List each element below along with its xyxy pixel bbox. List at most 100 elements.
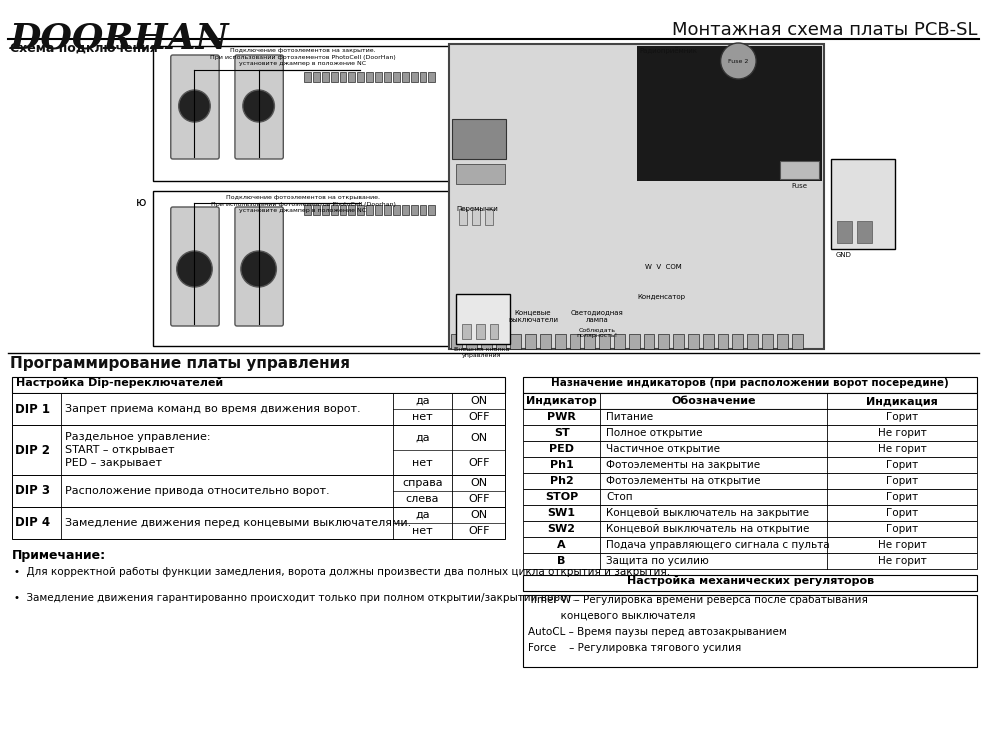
Bar xyxy=(456,294,510,344)
Bar xyxy=(481,334,492,349)
Bar xyxy=(637,46,822,181)
Text: ю: ю xyxy=(136,196,147,209)
FancyBboxPatch shape xyxy=(171,55,219,159)
Text: Фотоэлементы на открытие: Фотоэлементы на открытие xyxy=(606,476,761,486)
Bar xyxy=(451,334,462,349)
Text: Фотоэлементы на закрытие: Фотоэлементы на закрытие xyxy=(606,460,760,470)
Bar xyxy=(490,324,498,339)
Bar xyxy=(644,334,654,349)
FancyBboxPatch shape xyxy=(235,207,283,326)
Bar xyxy=(153,191,449,346)
Text: Timer W – Регулировка времени реверса после срабатывания: Timer W – Регулировка времени реверса по… xyxy=(528,595,868,605)
Text: SW2: SW2 xyxy=(548,524,576,534)
Text: да: да xyxy=(415,432,430,443)
Bar xyxy=(348,205,355,215)
Text: Горит: Горит xyxy=(886,476,918,486)
Text: Частичное открытие: Частичное открытие xyxy=(606,444,720,454)
Text: Fuse: Fuse xyxy=(792,183,808,189)
Bar xyxy=(837,221,852,243)
Bar xyxy=(322,205,329,215)
Bar xyxy=(523,489,977,505)
Bar xyxy=(523,393,977,409)
Bar xyxy=(523,521,977,537)
Text: Схема подключения: Схема подключения xyxy=(10,42,158,55)
Bar xyxy=(523,441,977,457)
Circle shape xyxy=(241,251,276,287)
Text: Горит: Горит xyxy=(886,508,918,518)
Bar xyxy=(366,72,373,82)
Bar xyxy=(428,72,435,82)
Text: Концевой выключатель на закрытие: Концевой выключатель на закрытие xyxy=(606,508,809,518)
Bar xyxy=(688,334,699,349)
Text: Не горит: Не горит xyxy=(878,556,927,566)
Text: нет: нет xyxy=(412,412,433,422)
Bar xyxy=(456,164,505,184)
Bar xyxy=(411,72,418,82)
Bar xyxy=(357,205,364,215)
Text: Концевые
выключатели: Концевые выключатели xyxy=(508,309,558,322)
Bar xyxy=(472,209,480,225)
Bar xyxy=(428,205,435,215)
Bar xyxy=(780,161,819,179)
Text: Настройка механических регуляторов: Настройка механических регуляторов xyxy=(627,576,874,586)
Text: Не горит: Не горит xyxy=(878,540,927,550)
Text: OFF: OFF xyxy=(468,412,490,422)
Text: Примечание:: Примечание: xyxy=(12,549,106,562)
Bar xyxy=(313,72,320,82)
Bar xyxy=(12,393,505,425)
Bar xyxy=(762,334,773,349)
Text: SW1: SW1 xyxy=(548,508,576,518)
Text: ST: ST xyxy=(554,428,570,438)
Text: Светодиодная
лампа: Светодиодная лампа xyxy=(571,309,624,322)
Text: Force    – Регулировка тягового усилия: Force – Регулировка тягового усилия xyxy=(528,643,741,653)
Text: Настройка Dip-переключателей: Настройка Dip-переключателей xyxy=(16,378,223,388)
Text: нет: нет xyxy=(412,526,433,536)
Text: нет: нет xyxy=(412,457,433,468)
Bar xyxy=(12,475,505,507)
Text: ON: ON xyxy=(470,432,487,443)
Text: W  V  COM: W V COM xyxy=(645,264,682,270)
Bar xyxy=(411,205,418,215)
Bar xyxy=(792,334,803,349)
Bar xyxy=(313,205,320,215)
Bar xyxy=(12,425,505,475)
Bar xyxy=(462,324,471,339)
Text: A: A xyxy=(557,540,566,550)
Text: DIP 2: DIP 2 xyxy=(15,443,50,457)
Circle shape xyxy=(721,43,756,79)
Bar xyxy=(340,72,346,82)
Circle shape xyxy=(177,251,212,287)
Bar xyxy=(366,205,373,215)
Bar xyxy=(614,334,625,349)
Text: Стоп: Стоп xyxy=(606,492,633,502)
Bar xyxy=(304,205,311,215)
Text: DIP 3: DIP 3 xyxy=(15,485,50,497)
Text: Горит: Горит xyxy=(886,524,918,534)
Bar xyxy=(831,159,895,249)
Bar xyxy=(402,72,409,82)
Text: B: B xyxy=(557,556,566,566)
Bar xyxy=(658,334,669,349)
Text: ON: ON xyxy=(470,510,487,520)
Bar xyxy=(718,334,728,349)
Text: Радиоприёмник: Радиоприёмник xyxy=(640,47,698,54)
Bar xyxy=(449,44,824,349)
Bar xyxy=(523,425,977,441)
Bar xyxy=(402,205,409,215)
Bar xyxy=(599,334,610,349)
Bar xyxy=(555,334,566,349)
Bar xyxy=(12,377,505,393)
Text: Горит: Горит xyxy=(886,460,918,470)
Text: Расположение привода относительно ворот.: Расположение привода относительно ворот. xyxy=(65,486,330,496)
Bar xyxy=(459,209,467,225)
Bar xyxy=(523,377,977,393)
Text: Питание: Питание xyxy=(606,412,653,422)
Bar xyxy=(393,72,400,82)
Bar xyxy=(420,205,426,215)
Text: Внешняя кнопка
управления: Внешняя кнопка управления xyxy=(454,347,509,358)
Text: PED: PED xyxy=(549,444,574,454)
Bar xyxy=(523,537,977,553)
Text: GND: GND xyxy=(836,252,852,258)
Text: DIP 4: DIP 4 xyxy=(15,517,50,530)
Text: Программирование платы управления: Программирование платы управления xyxy=(10,356,350,371)
